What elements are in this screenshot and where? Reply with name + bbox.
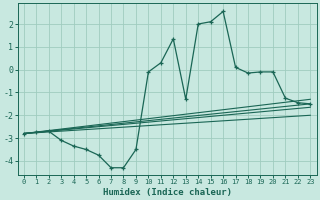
X-axis label: Humidex (Indice chaleur): Humidex (Indice chaleur) — [103, 188, 232, 197]
